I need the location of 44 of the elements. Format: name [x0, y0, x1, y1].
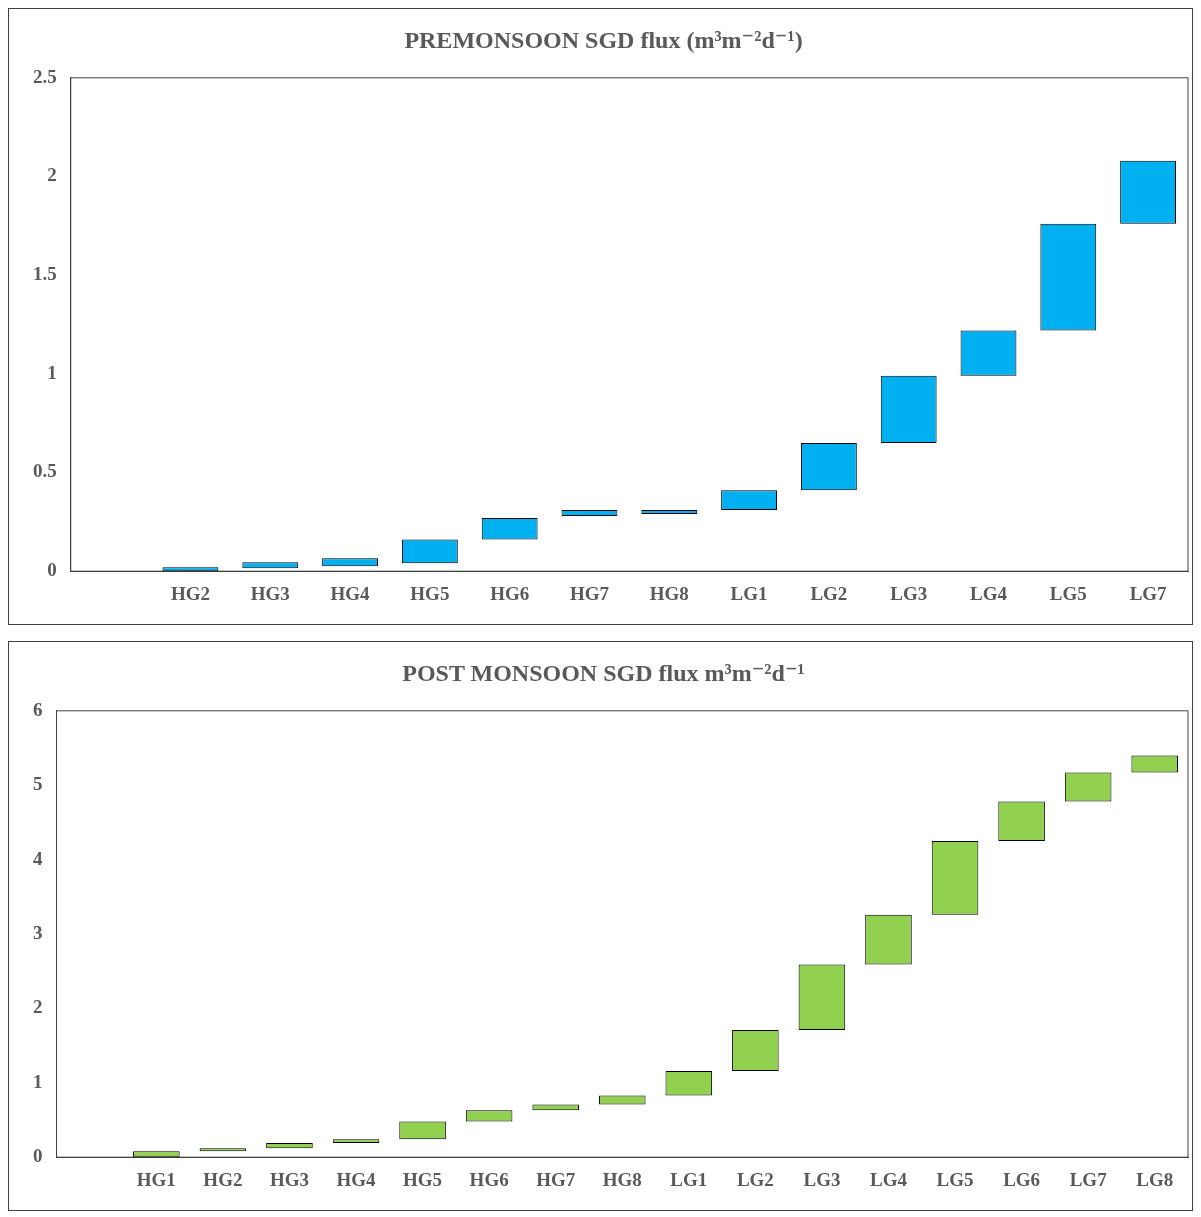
x-tick-label: LG4: [970, 582, 1008, 604]
x-tick-label: LG2: [736, 1168, 774, 1190]
y-tick-label: 2: [47, 164, 57, 186]
x-tick-label: LG2: [810, 582, 848, 604]
x-tick-label: LG7: [1069, 1168, 1108, 1190]
y-tick-label: 4: [33, 847, 43, 869]
x-tick-label: HG3: [269, 1168, 309, 1190]
x-tick-label: HG7: [536, 1168, 576, 1190]
x-tick-label: HG2: [203, 1168, 243, 1190]
x-tick-label: HG5: [410, 582, 450, 604]
x-tick-label: HG7: [569, 582, 610, 604]
x-tick-label: HG3: [250, 582, 290, 604]
y-tick-label: 6: [33, 698, 43, 720]
x-tick-label: LG3: [803, 1168, 841, 1190]
x-tick-label: HG4: [336, 1168, 377, 1190]
y-tick-label: 0.5: [33, 460, 57, 482]
y-tick-label: 1.5: [33, 263, 57, 285]
x-tick-label: LG1: [730, 582, 768, 604]
x-tick-label: HG6: [490, 582, 530, 604]
x-tick-label: LG1: [670, 1168, 708, 1190]
x-tick-label: HG8: [602, 1168, 642, 1190]
x-tick-label: HG8: [649, 582, 689, 604]
x-tick-label: LG6: [1003, 1168, 1041, 1190]
x-tick-label: LG8: [1136, 1168, 1174, 1190]
x-tick-label: LG4: [870, 1168, 908, 1190]
x-tick-label: HG6: [469, 1168, 509, 1190]
y-tick-label: 2.5: [33, 65, 57, 87]
y-tick-label: 1: [33, 1070, 43, 1092]
y-tick-label: 3: [33, 921, 43, 943]
chart-title: POST MONSOON SGD flux m³m⁻²d⁻¹: [402, 659, 805, 686]
x-tick-label: HG2: [170, 582, 210, 604]
x-tick-label: LG5: [1049, 582, 1087, 604]
x-tick-label: HG5: [403, 1168, 443, 1190]
x-tick-label: HG1: [136, 1168, 176, 1190]
y-tick-label: 1: [47, 361, 57, 383]
x-tick-label: LG3: [890, 582, 928, 604]
x-tick-label: LG7: [1129, 582, 1168, 604]
y-tick-label: 0: [33, 1145, 43, 1167]
y-tick-label: 0: [47, 559, 57, 581]
x-tick-label: LG5: [936, 1168, 974, 1190]
y-tick-label: 2: [33, 996, 43, 1018]
chart-title: PREMONSOON SGD flux (m³m⁻²d⁻¹): [404, 26, 803, 53]
y-tick-label: 5: [33, 773, 43, 795]
x-tick-label: HG4: [330, 582, 371, 604]
